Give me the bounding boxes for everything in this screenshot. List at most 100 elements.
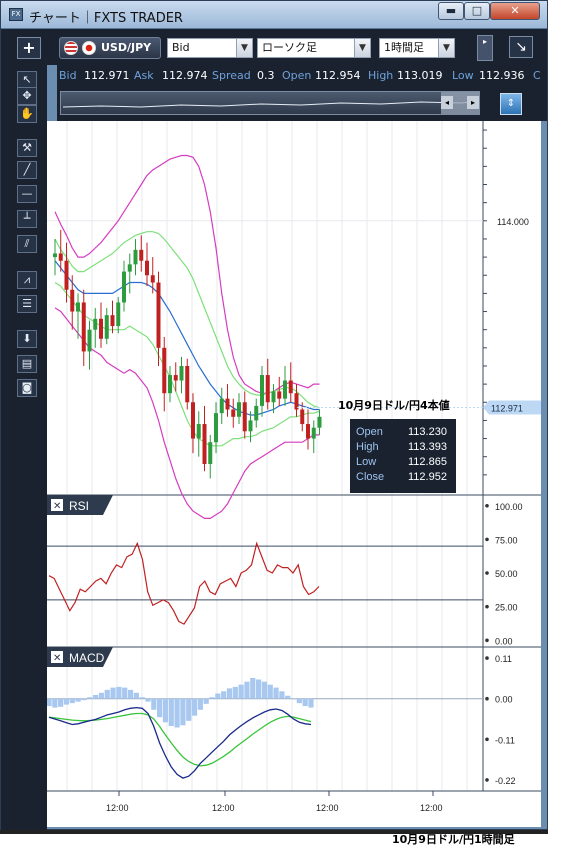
trend-line-tool-icon[interactable]: ╱ xyxy=(17,161,37,179)
macd-histogram-bar xyxy=(145,698,151,702)
macd-histogram-bar xyxy=(69,698,75,704)
price-type-select[interactable]: Bid ▼ xyxy=(167,38,253,58)
maximize-button[interactable]: □ xyxy=(464,2,490,20)
hand-tool-icon[interactable]: ✋ xyxy=(17,105,37,123)
candle-body xyxy=(133,249,138,265)
macd-histogram-bar xyxy=(157,698,163,718)
fibonacci-tool-icon[interactable]: ☰ xyxy=(17,295,37,313)
horizontal-line-tool-icon[interactable]: — xyxy=(17,185,37,203)
add-chart-button[interactable]: + xyxy=(17,37,41,59)
quote-bar: Bid 112.971 Ask 112.974 Spread 0.3 Open … xyxy=(57,65,547,87)
bollinger-upper-line xyxy=(54,154,320,394)
rsi-axis-label: 25.00 xyxy=(495,603,518,613)
channel-tool-icon[interactable]: ⫽ xyxy=(17,235,37,253)
macd-histogram-bar xyxy=(267,684,273,699)
window-title: チャート｜FXTS TRADER xyxy=(29,11,183,26)
candle-body xyxy=(110,315,115,327)
chevron-down-icon[interactable]: ▼ xyxy=(354,39,370,57)
close-label-partial: C xyxy=(533,69,541,82)
chart-canvas[interactable]: 114.000 112.971 100.00 75.00 50.00 25.00 0.00 ✕… xyxy=(46,121,541,827)
navigator-track[interactable]: ◂ ▸ xyxy=(60,91,480,115)
title-bar[interactable]: FX チャート｜FXTS TRADER ▬ □ ✕ xyxy=(1,1,547,29)
candle-body xyxy=(173,375,178,381)
chevron-down-icon[interactable]: ▼ xyxy=(236,39,252,57)
macd-histogram-bar xyxy=(81,698,87,701)
macd-histogram-bar xyxy=(58,698,64,707)
close-button[interactable]: ✕ xyxy=(490,2,540,20)
vertical-scale-button[interactable]: ⇕ xyxy=(500,93,522,115)
candle-body xyxy=(260,375,264,406)
macd-histogram-bar xyxy=(244,681,250,699)
chart-toolbar: + USD/JPY Bid ▼ ローソク足 ▼ 1時間足 ▼ ▸ ↘ xyxy=(1,29,547,65)
price-type-value: Bid xyxy=(172,41,190,54)
candle-body xyxy=(283,380,287,399)
camera-tool-icon[interactable]: ◙ xyxy=(17,379,37,397)
jp-flag-icon xyxy=(82,41,96,55)
macd-histogram-bar xyxy=(122,687,128,699)
open-value: 112.954 xyxy=(315,69,361,82)
macd-histogram-bar xyxy=(261,681,268,699)
vertical-line-tool-icon[interactable]: ┴ xyxy=(17,210,37,228)
macd-histogram-bar xyxy=(75,698,81,702)
candle-body xyxy=(99,318,103,339)
detach-chart-button[interactable]: ↘ xyxy=(509,36,533,58)
macd-axis-label: 0.11 xyxy=(495,654,512,664)
macd-histogram-bar xyxy=(168,698,174,727)
macd-histogram-bar xyxy=(226,688,233,699)
macd-histogram-bar xyxy=(273,687,279,699)
ohlc-close-label: Close xyxy=(356,471,385,483)
panel-toggle-button[interactable]: ▸ xyxy=(477,35,493,61)
macd-histogram-bar xyxy=(162,698,169,723)
symbol-selector-button[interactable]: USD/JPY xyxy=(59,37,161,59)
candle-body xyxy=(156,282,161,348)
macd-histogram-bar xyxy=(256,679,262,699)
chart-type-select[interactable]: ローソク足 ▼ xyxy=(257,38,371,58)
open-label: Open xyxy=(282,69,312,82)
chevron-down-icon[interactable]: ▼ xyxy=(438,39,454,57)
candle-body xyxy=(87,329,92,352)
macd-axis-label: -0.11 xyxy=(495,735,515,745)
crosshair-tool-icon[interactable]: ✥ xyxy=(17,87,37,105)
candle-body xyxy=(196,424,201,439)
time-axis-label: 12:00 xyxy=(420,803,443,813)
timeframe-value: 1時間足 xyxy=(384,41,424,54)
ask-value: 112.974 xyxy=(162,69,208,82)
timeframe-select[interactable]: 1時間足 ▼ xyxy=(379,38,455,58)
macd-histogram-bar xyxy=(110,687,116,699)
macd-axis-tick xyxy=(485,778,489,782)
rsi-axis-label: 75.00 xyxy=(495,535,518,545)
candle-body xyxy=(150,275,155,283)
ohlc-high-value: 113.393 xyxy=(408,441,447,453)
arrow-down-tool-icon[interactable]: ⬇ xyxy=(17,330,37,348)
minimize-button[interactable]: ▬ xyxy=(438,2,464,20)
macd-histogram-bar xyxy=(250,678,256,699)
candle-body xyxy=(70,289,75,312)
high-label: High xyxy=(368,69,394,82)
macd-histogram-bar xyxy=(290,698,297,700)
fan-tool-icon[interactable]: ⩘ xyxy=(17,271,37,289)
list-tool-icon[interactable]: ▤ xyxy=(17,355,37,373)
magic-line-tool-icon[interactable]: ⚒ xyxy=(17,139,37,157)
price-axis-label: 114.000 xyxy=(497,217,529,227)
macd-histogram-bar xyxy=(46,698,52,707)
candle-body xyxy=(288,380,293,394)
candle-body xyxy=(219,398,224,414)
candle-body xyxy=(300,409,305,425)
candle-body xyxy=(214,413,218,443)
candle-body xyxy=(208,442,213,464)
chart-area[interactable]: 114.000 112.971 100.00 75.00 50.00 25.00 0.00 ✕… xyxy=(46,121,541,827)
navigator-left-icon[interactable]: ◂ xyxy=(441,96,453,109)
candle-body xyxy=(127,264,132,272)
chart-type-value: ローソク足 xyxy=(262,41,317,54)
time-axis-label: 12:00 xyxy=(212,803,235,813)
candle-body xyxy=(93,318,98,330)
macd-histogram-bar xyxy=(186,698,192,721)
macd-histogram-bar xyxy=(63,698,70,705)
bottom-stripe xyxy=(0,830,548,834)
candle-body xyxy=(271,391,276,403)
rsi-line xyxy=(48,541,320,625)
navigator-right-icon[interactable]: ▸ xyxy=(467,96,479,109)
macd-histogram-bar xyxy=(197,698,203,710)
candle-body xyxy=(306,424,310,439)
macd-histogram-bar xyxy=(238,684,244,699)
